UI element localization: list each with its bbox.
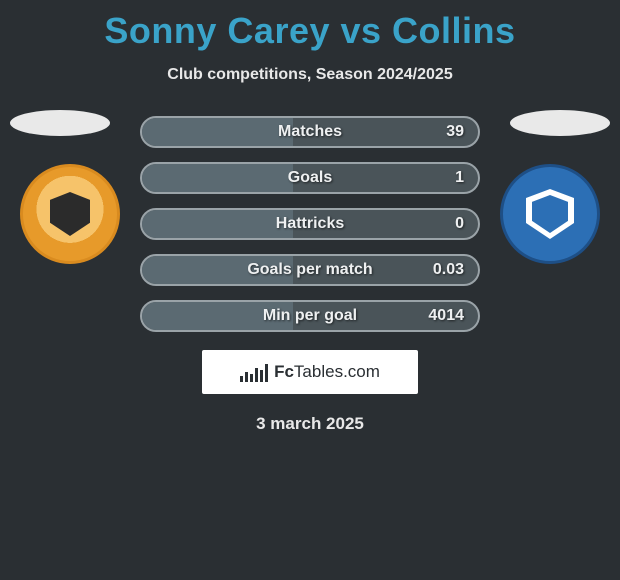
chart-icon	[240, 362, 268, 382]
stat-value: 4014	[428, 307, 464, 325]
stat-bar: Min per goal 4014	[140, 300, 480, 332]
stat-label: Goals per match	[247, 261, 372, 279]
date-label: 3 march 2025	[0, 414, 620, 434]
page-title: Sonny Carey vs Collins	[0, 0, 620, 52]
club-badge-left	[20, 164, 120, 264]
subtitle: Club competitions, Season 2024/2025	[0, 66, 620, 84]
stat-bar-fill	[142, 210, 293, 238]
club-badge-right	[500, 164, 600, 264]
stat-bar-fill	[142, 164, 293, 192]
stat-label: Matches	[278, 123, 342, 141]
fctables-logo: FcTables.com	[202, 350, 418, 394]
shield-icon	[526, 189, 574, 239]
stat-bar: Goals 1	[140, 162, 480, 194]
comparison-panel: Matches 39 Goals 1 Hattricks 0 Goals per match…	[0, 116, 620, 434]
player-ellipse-left	[10, 110, 110, 136]
stat-bar-fill	[142, 118, 293, 146]
stat-bar: Hattricks 0	[140, 208, 480, 240]
stat-value: 0	[455, 215, 464, 233]
stat-label: Hattricks	[276, 215, 344, 233]
stat-bar: Matches 39	[140, 116, 480, 148]
stat-value: 39	[446, 123, 464, 141]
logo-text: FcTables.com	[274, 362, 380, 382]
player-ellipse-right	[510, 110, 610, 136]
stat-value: 1	[455, 169, 464, 187]
stat-bar: Goals per match 0.03	[140, 254, 480, 286]
stat-label: Goals	[288, 169, 332, 187]
stat-label: Min per goal	[263, 307, 357, 325]
shield-icon	[50, 192, 90, 236]
stat-value: 0.03	[433, 261, 464, 279]
stat-bars: Matches 39 Goals 1 Hattricks 0 Goals per match…	[140, 116, 480, 332]
